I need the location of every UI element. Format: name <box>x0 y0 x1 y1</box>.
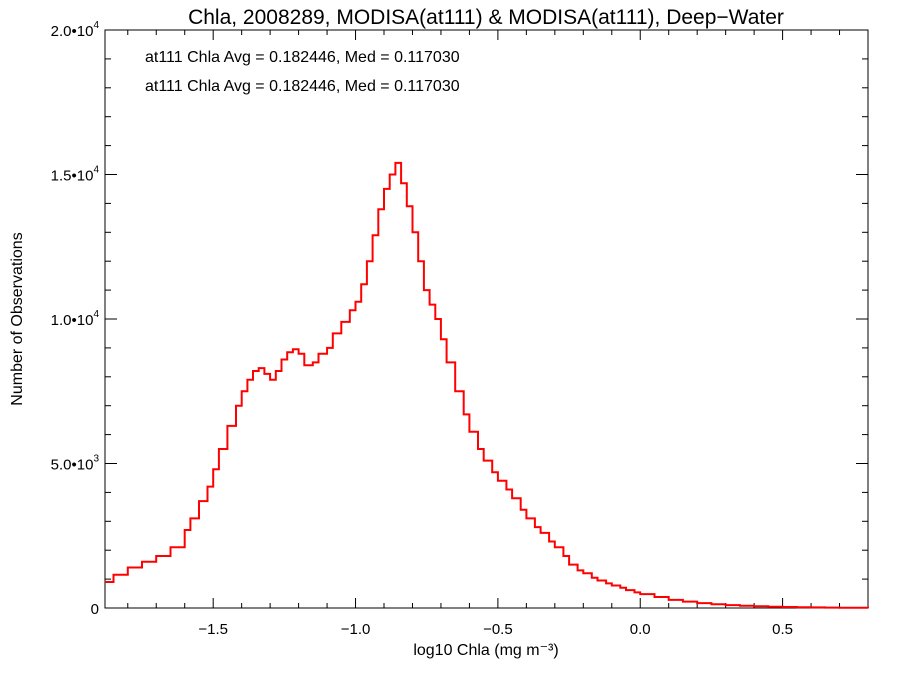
x-axis-ticks: −1.5 −1.0 −0.5 0.0 0.5 <box>127 30 869 638</box>
chart-title: Chla, 2008289, MODISA(at111) & MODISA(at… <box>188 6 784 29</box>
x-tick-label: 0.0 <box>630 621 651 638</box>
x-tick-label: 0.5 <box>772 621 793 638</box>
x-tick-label: −1.0 <box>341 621 371 638</box>
plot-frame <box>104 29 869 609</box>
y-tick-label: 0 <box>91 601 99 618</box>
x-axis-label: log10 Chla (mg m⁻³) <box>413 642 558 659</box>
y-axis-label: Number of Observations <box>9 232 26 405</box>
x-tick-label: −1.5 <box>198 621 228 638</box>
stats-annotation-black: at111 Chla Avg = 0.182446, Med = 0.11703… <box>145 49 460 66</box>
y-tick-label: 1.5•104 <box>51 165 100 185</box>
x-tick-label: −0.5 <box>483 621 513 638</box>
y-tick-label: 5.0•103 <box>51 454 100 474</box>
plot-area: −1.5 −1.0 −0.5 0.0 0.5 0 5.0•103 1.0•104 1.5•10… <box>51 20 869 638</box>
y-tick-label: 1.0•104 <box>51 309 100 329</box>
y-axis-ticks: 0 5.0•103 1.0•104 1.5•104 2.0•104 <box>51 20 868 618</box>
y-tick-label: 2.0•104 <box>51 20 100 40</box>
histogram-series-line <box>105 161 869 609</box>
stats-annotation-red: at111 Chla Avg = 0.182446, Med = 0.11703… <box>145 78 460 95</box>
